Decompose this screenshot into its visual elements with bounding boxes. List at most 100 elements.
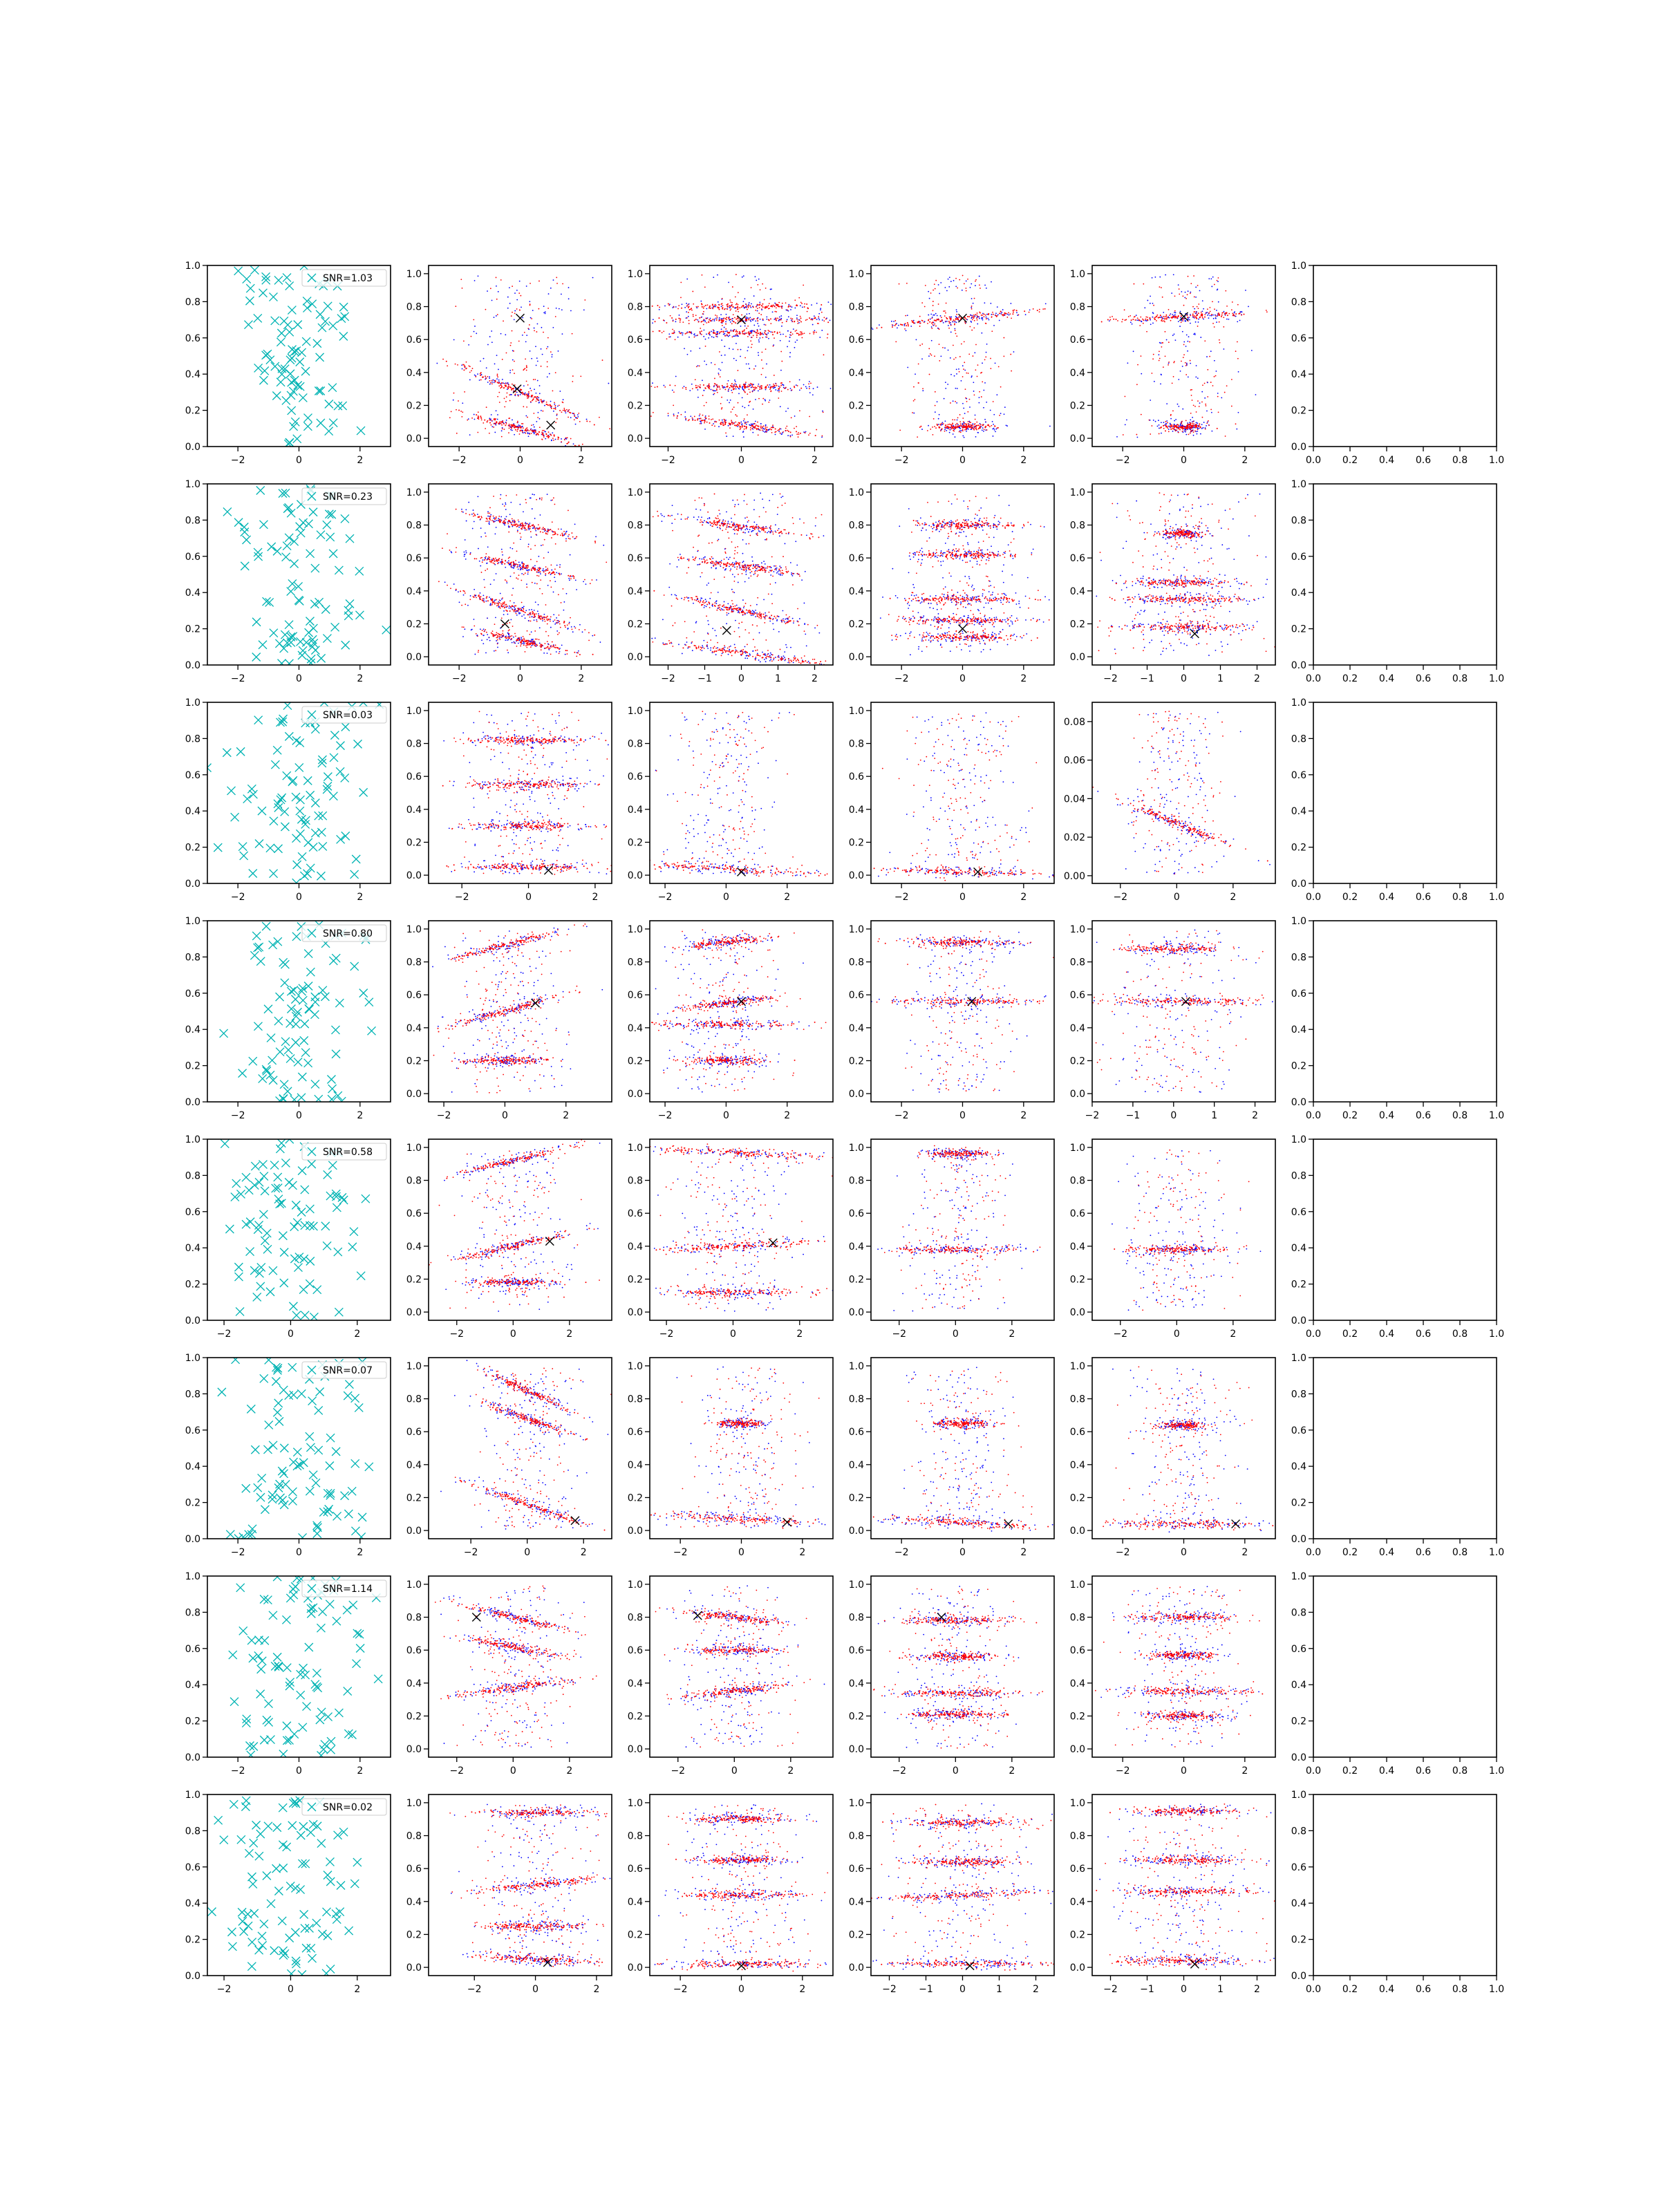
scatter-point	[708, 384, 710, 386]
scatter-point	[932, 314, 935, 316]
scatter-point	[760, 373, 762, 375]
scatter-point	[959, 427, 960, 429]
scatter-point	[480, 516, 482, 518]
legend-marker-icon	[307, 491, 317, 501]
scatter-point	[980, 424, 982, 426]
scatter-point	[496, 632, 498, 634]
scatter-point	[682, 332, 684, 334]
scatter-point	[596, 579, 597, 581]
scatter-point	[1164, 355, 1166, 357]
scatter-point	[480, 557, 482, 559]
scatter-point	[792, 328, 794, 330]
scatter-point	[996, 427, 998, 429]
scatter-point	[673, 404, 675, 406]
scatter-point	[1215, 371, 1217, 372]
y-tick-label: 0.6	[406, 335, 422, 346]
scatter-point	[477, 275, 479, 277]
scatter-point	[729, 321, 731, 323]
scatter-point	[684, 332, 686, 335]
scatter-point	[1203, 308, 1205, 310]
scatter-point	[971, 424, 973, 427]
scatter-point	[523, 641, 525, 643]
scatter-point	[520, 525, 522, 527]
scatter-point	[952, 321, 954, 323]
scatter-point	[1160, 342, 1162, 344]
scatter-point	[762, 430, 765, 432]
scatter-point	[688, 336, 690, 338]
scatter-point	[785, 309, 787, 311]
scatter-point	[1182, 357, 1184, 359]
y-tick-label: 0.0	[185, 660, 200, 671]
scatter-point	[966, 397, 968, 400]
scatter-point	[536, 621, 538, 622]
scatter-point	[1174, 312, 1175, 313]
scatter-point	[963, 422, 965, 424]
scatter-point	[743, 306, 745, 308]
scatter-point	[962, 402, 964, 404]
scatter-point	[700, 422, 702, 424]
scatter-point	[558, 404, 560, 406]
scatter-point	[517, 395, 519, 397]
scatter-point	[510, 429, 512, 431]
legend-label: SNR=0.23	[323, 491, 373, 503]
scatter-point	[678, 315, 680, 316]
scatter-point	[769, 288, 771, 290]
scatter-point	[803, 306, 805, 308]
scatter-point	[1147, 319, 1149, 321]
scatter-point	[779, 428, 780, 429]
scatter-point	[941, 424, 942, 426]
scatter-point	[718, 385, 720, 387]
scatter-point	[536, 569, 538, 571]
template-marker	[340, 514, 350, 523]
scatter-point	[722, 421, 724, 423]
scatter-point	[1162, 366, 1164, 368]
scatter-point	[705, 402, 707, 404]
scatter-point	[964, 369, 966, 371]
y-tick-label: 1.0	[185, 479, 200, 490]
scatter-point	[487, 420, 489, 422]
template-marker	[286, 637, 296, 647]
scatter-point	[953, 280, 955, 281]
scatter-point	[775, 307, 777, 309]
scatter-point	[765, 376, 767, 378]
scatter-point	[954, 320, 956, 322]
scatter-point	[568, 441, 570, 443]
scatter-point	[729, 386, 731, 388]
scatter-point	[522, 527, 523, 529]
scatter-point	[744, 317, 746, 319]
scatter-point	[720, 328, 722, 330]
scatter-point	[462, 402, 464, 404]
scatter-point	[521, 388, 523, 391]
scatter-point	[1219, 341, 1221, 344]
scatter-point	[823, 354, 825, 356]
scatter-point	[960, 379, 962, 382]
scatter-point	[695, 315, 697, 317]
scatter-point	[979, 391, 981, 393]
scatter-point	[495, 410, 497, 412]
scatter-point	[667, 415, 669, 417]
scatter-point	[768, 402, 770, 403]
scatter-point	[747, 363, 749, 365]
scatter-point	[450, 588, 451, 590]
scatter-point	[512, 520, 514, 522]
scatter-point	[1185, 429, 1187, 431]
scatter-point	[531, 357, 533, 359]
scatter-point	[1184, 320, 1186, 321]
scatter-point	[752, 431, 754, 433]
scatter-point	[748, 384, 750, 386]
scatter-point	[481, 556, 482, 559]
scatter-point	[1173, 333, 1175, 335]
scatter-point	[741, 314, 742, 316]
scatter-point	[758, 425, 760, 427]
scatter-point	[709, 319, 711, 321]
scatter-point	[1163, 422, 1165, 424]
scatter-point	[729, 348, 730, 350]
scatter-point	[497, 291, 499, 292]
scatter-point	[1136, 433, 1138, 435]
scatter-point	[521, 306, 522, 308]
scatter-point	[728, 388, 730, 391]
scatter-point	[796, 329, 798, 331]
scatter-point	[480, 374, 482, 376]
scatter-point	[519, 503, 521, 505]
scatter-point	[1205, 405, 1207, 406]
